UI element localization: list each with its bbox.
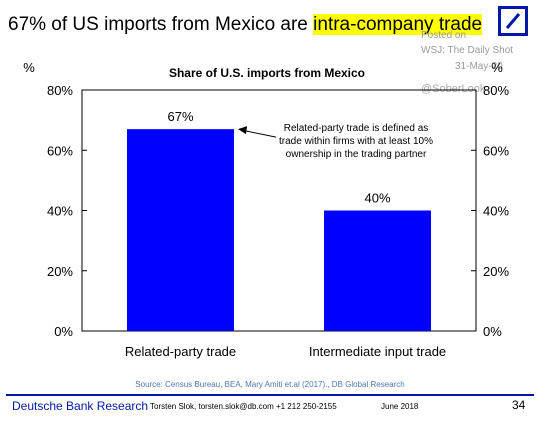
y-tick-label-left: 80% [47,83,73,98]
bar [127,129,234,331]
bar-chart: Share of U.S. imports from Mexico % % 0%… [23,60,509,359]
annotation-arrowhead [238,126,247,135]
watermark-date: 31-May-20 [455,61,503,72]
y-tick-label-left: 0% [54,324,73,339]
annotation-text-line: trade within firms with at least 10% [279,136,433,147]
watermark-source: WSJ: The Daily Shot [421,45,514,56]
footer-brand: Deutsche Bank Research [12,399,149,413]
footer-contact: Torsten Slok, torsten.slok@db.com +1 212… [150,402,337,411]
footer-rule [6,394,534,396]
source-note: Source: Census Bureau, BEA, Mary Amiti e… [135,380,405,389]
watermark-posted-on: Posted on [421,30,467,41]
headline-prefix: 67% of US imports from Mexico are [8,14,314,35]
y-tick-label-right: 80% [483,83,509,98]
annotation-arrow-line [241,129,277,138]
y-tick-label-left: 40% [47,204,73,219]
chart-title: Share of U.S. imports from Mexico [169,66,365,80]
headline: 67% of US imports from Mexico are intra-… [8,14,483,36]
y-tick-label-right: 40% [483,204,509,219]
y-tick-label-right: 20% [483,264,509,279]
deutsche-bank-logo-icon [498,6,528,36]
annotation-text-line: Related-party trade is defined as [284,123,429,134]
headline-highlight: intra-company trade [313,14,483,35]
y-axis-label-right: % [491,60,503,75]
x-tick-label: Intermediate input trade [309,344,446,359]
y-tick-label-right: 0% [483,324,502,339]
bar [324,210,431,331]
x-tick-label: Related-party trade [125,344,236,359]
data-label: 40% [364,191,390,206]
annotation-text-line: ownership in the trading partner [286,149,427,160]
y-tick-label-right: 60% [483,143,509,158]
data-label: 67% [167,109,193,124]
y-tick-label-left: 20% [47,264,73,279]
y-axis-label-left: % [23,60,35,75]
footer-date: June 2018 [381,402,419,411]
watermark-handle: @SoberLook [421,83,486,95]
page-number: 34 [512,398,526,412]
y-tick-label-left: 60% [47,143,73,158]
